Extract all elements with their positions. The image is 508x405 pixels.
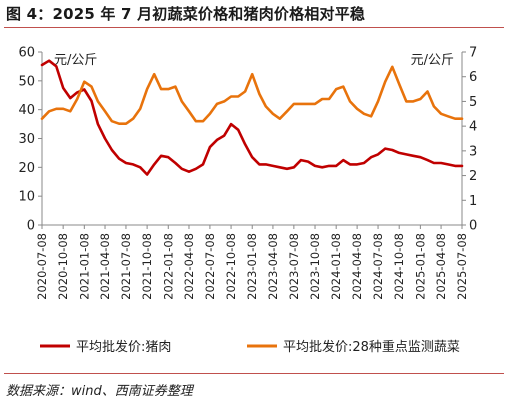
chart-title: 图 4：2025 年 7 月初蔬菜价格和猪肉价格相对平稳 — [6, 5, 366, 23]
legend-label-pork: 平均批发价:猪肉 — [76, 339, 171, 355]
series-layer — [40, 59, 464, 176]
source-rule — [4, 373, 504, 374]
x-tick-label: 2023-04-08 — [266, 233, 280, 300]
left-tick-label: 10 — [18, 190, 35, 205]
x-tick-label: 2024-10-08 — [392, 233, 406, 300]
left-tick-label: 50 — [18, 74, 35, 89]
x-tick-label: 2022-04-08 — [182, 233, 196, 300]
x-tick-label: 2024-04-08 — [350, 233, 364, 300]
x-tick-label: 2020-10-08 — [56, 233, 70, 300]
x-tick-label: 2022-07-08 — [203, 233, 217, 300]
left-unit-label: 元/公斤 — [54, 53, 97, 68]
x-tick-label: 2023-07-08 — [287, 233, 301, 300]
vegetable-price-line — [40, 65, 464, 125]
x-tick-label: 2021-07-08 — [119, 233, 133, 300]
x-tick-label: 2020-07-08 — [35, 233, 49, 300]
right-tick-label: 1 — [469, 194, 477, 209]
x-tick-label: 2023-10-08 — [308, 233, 322, 300]
pork-price-line — [40, 59, 464, 176]
right-tick-label: 3 — [469, 144, 477, 159]
axes: 0 10 20 30 40 50 60 0 1 2 3 4 5 6 7 元/公斤 元/公斤 2020-07-08 2… — [18, 46, 477, 300]
right-tick-label: 5 — [469, 95, 477, 110]
left-tick-label: 40 — [18, 103, 35, 118]
left-tick-label: 30 — [18, 132, 35, 147]
right-unit-label: 元/公斤 — [411, 53, 454, 68]
right-tick-label: 4 — [469, 120, 477, 135]
x-tick-label: 2025-04-08 — [434, 233, 448, 300]
x-tick-label: 2022-01-08 — [161, 233, 175, 300]
left-tick-label: 60 — [18, 46, 35, 61]
right-tick-label: 0 — [469, 219, 477, 234]
left-tick-label: 20 — [18, 161, 35, 176]
left-tick-label: 0 — [27, 219, 35, 234]
price-chart: 0 10 20 30 40 50 60 0 1 2 3 4 5 6 7 元/公斤 元/公斤 2020-07-08 2… — [18, 46, 477, 356]
x-tick-label: 2025-07-08 — [455, 233, 469, 300]
right-tick-label: 6 — [469, 70, 477, 85]
legend: 平均批发价:猪肉 平均批发价:28种重点监测蔬菜 — [40, 339, 460, 355]
x-tick-label: 2023-01-08 — [245, 233, 259, 300]
x-tick-label: 2021-10-08 — [140, 233, 154, 300]
right-tick-label: 7 — [469, 46, 477, 61]
source-note: 数据来源：wind、西南证券整理 — [6, 384, 193, 399]
x-tick-label: 2021-01-08 — [77, 233, 91, 300]
x-tick-label: 2021-04-08 — [98, 233, 112, 300]
x-tick-label: 2025-01-08 — [413, 233, 427, 300]
x-tick-label: 2024-07-08 — [371, 233, 385, 300]
x-tick-label: 2024-01-08 — [329, 233, 343, 300]
legend-label-vegetable: 平均批发价:28种重点监测蔬菜 — [283, 339, 460, 355]
x-tick-label: 2022-10-08 — [224, 233, 238, 300]
title-rule — [4, 27, 504, 28]
right-tick-label: 2 — [469, 169, 477, 184]
